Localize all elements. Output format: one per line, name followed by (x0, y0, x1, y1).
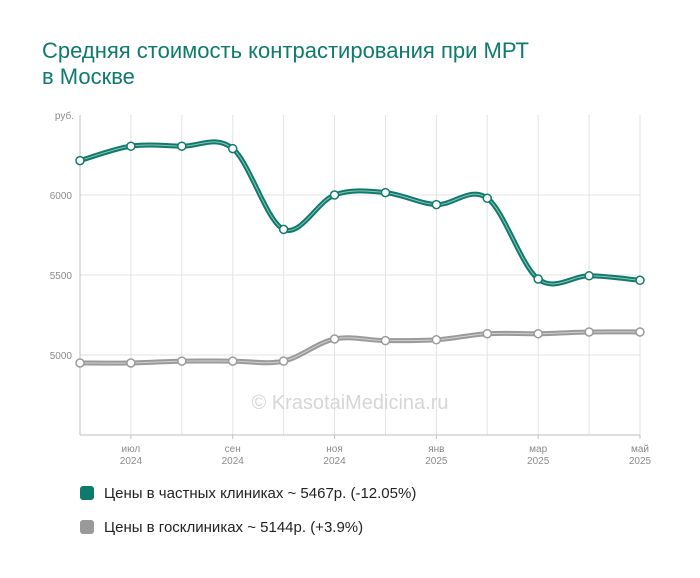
data-point-private (126, 141, 136, 151)
data-point-public (431, 335, 442, 345)
data-point-public (329, 334, 340, 344)
title-line-2: в Москве (42, 64, 135, 89)
legend-swatch-private (80, 486, 94, 500)
data-point-public (635, 327, 645, 337)
data-point-private (177, 141, 187, 151)
data-point-public (380, 335, 391, 346)
series-line-private (77, 139, 643, 287)
legend-label-public: Цены в госклиниках ~ 5144р. (+3.9%) (104, 519, 364, 536)
data-point-private (431, 199, 442, 210)
data-point-private (227, 143, 238, 154)
x-tick-label-month: ноя (326, 444, 343, 455)
chart-title: Средняя стоимость контрастирования при М… (42, 38, 662, 90)
data-point-public (75, 358, 85, 368)
x-tick-label-year: 2024 (323, 456, 346, 467)
legend-swatch-public (80, 520, 94, 534)
x-tick-label-year: 2025 (629, 456, 652, 467)
x-tick-label-month: мар (529, 444, 547, 455)
watermark: © KrasotaiMedicina.ru (251, 392, 449, 414)
data-point-private (278, 224, 289, 235)
data-point-private (329, 190, 340, 200)
x-tick-label-month: сен (225, 444, 241, 455)
data-point-public (227, 356, 238, 366)
data-point-public (482, 328, 493, 339)
x-tick-label-year: 2025 (527, 456, 550, 467)
x-tick-label-month: май (631, 444, 649, 455)
y-tick-label: 6000 (50, 191, 73, 202)
x-tick-label-year: 2025 (425, 456, 448, 467)
legend-label-private: Цены в частных клиниках ~ 5467р. (-12.05… (104, 485, 417, 502)
x-tick-label-year: 2024 (222, 456, 245, 467)
data-point-public (278, 356, 289, 366)
data-point-private (482, 193, 493, 203)
data-point-public (126, 358, 136, 368)
y-tick-label: 5000 (50, 351, 73, 362)
x-tick-label-month: янв (428, 444, 444, 455)
series-line-public (77, 329, 643, 366)
y-axis-unit-label: руб. (55, 110, 74, 122)
data-point-private (380, 187, 391, 198)
title-line-1: Средняя стоимость контрастирования при М… (42, 38, 529, 63)
x-tick-label-year: 2024 (120, 456, 143, 467)
data-point-public (533, 328, 543, 339)
data-point-public (584, 327, 594, 337)
data-point-private (75, 155, 85, 166)
data-point-private (635, 275, 645, 286)
y-tick-label: 5500 (50, 271, 73, 282)
data-point-public (177, 356, 187, 366)
data-point-private (533, 274, 543, 284)
x-tick-label-month: июл (122, 444, 141, 455)
data-point-private (584, 271, 594, 281)
series-line-highlight-private (79, 141, 641, 285)
